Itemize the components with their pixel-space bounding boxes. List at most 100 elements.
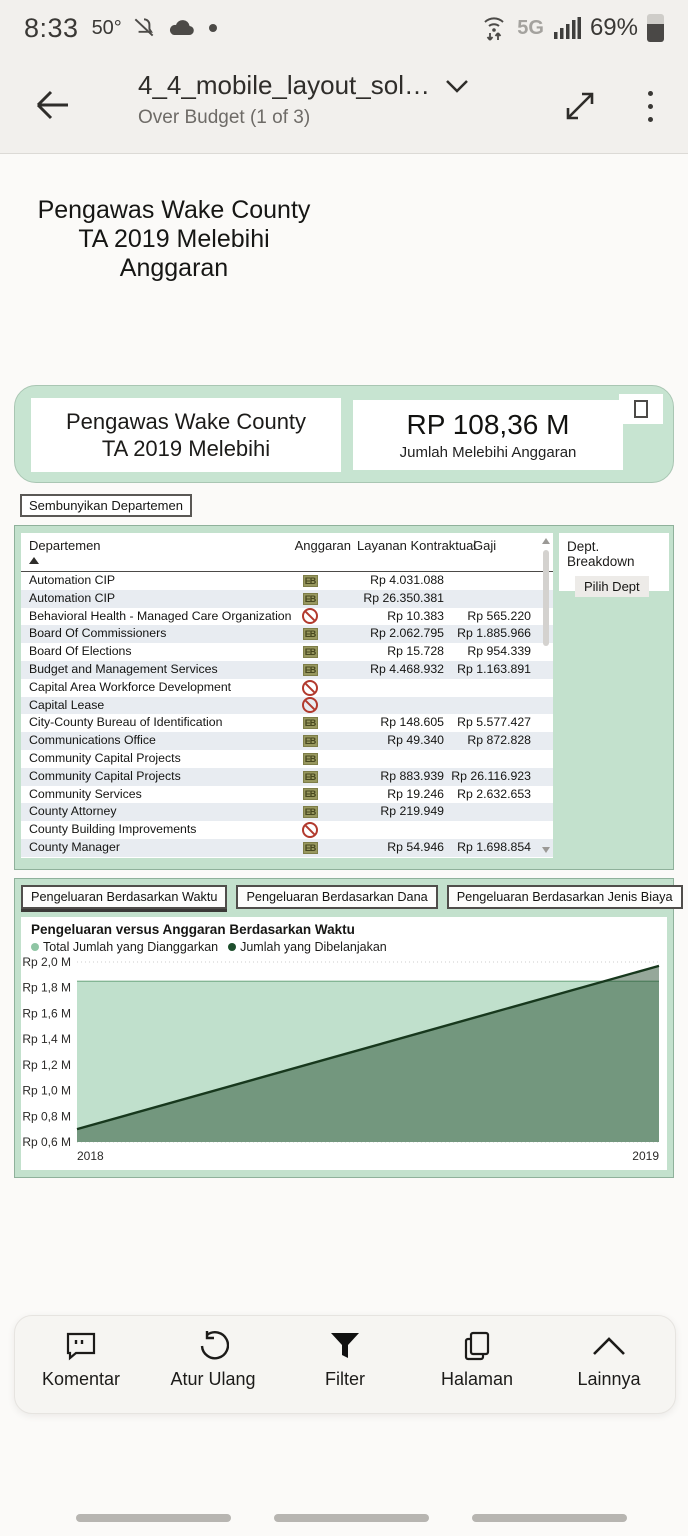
table-row[interactable]: Automation CIP EB Rp 4.031.088 [21,572,553,590]
table-scrollbar[interactable] [541,536,551,855]
comments-button[interactable]: Komentar [15,1316,147,1413]
chevron-down-icon[interactable] [444,77,470,95]
table-row[interactable]: Community Services EB Rp 19.246 Rp 2.632.65… [21,786,553,804]
document-title[interactable]: 4_4_mobile_layout_sol… [138,70,430,100]
card-corner-button[interactable] [619,394,663,424]
svg-text:Rp 0,6 M: Rp 0,6 M [22,1135,71,1149]
area-chart[interactable]: Pengeluaran versus Anggaran Berdasarkan … [21,917,667,1170]
no-entry-icon [302,608,318,625]
contract-services-value: Rp 148.605 [380,715,444,730]
department-name: Communications Office [29,733,156,748]
table-header[interactable]: Departemen Anggaran Layanan Kontraktual … [21,533,553,572]
department-name: Capital Lease [29,697,105,712]
pilih-dept-button[interactable]: Pilih Dept [575,576,649,597]
gesture-bar[interactable] [274,1514,429,1522]
department-name: Community Capital Projects [29,768,181,783]
filter-button[interactable]: Filter [279,1316,411,1413]
table-row[interactable]: Board Of Elections EB Rp 15.728 Rp 954.339 [21,643,553,661]
navigation-gesture-bars [76,1514,627,1522]
temperature: 50° [91,16,122,39]
scroll-down-icon[interactable] [542,847,550,853]
budget-kpi-icon: EB [302,841,318,854]
table-row[interactable]: Capital Area Workforce Development [21,679,553,697]
reset-icon [197,1329,229,1363]
column-header-departemen[interactable]: Departemen [29,538,101,553]
chart-legend: Total Jumlah yang Dianggarkan Jumlah yan… [21,937,667,954]
clock: 8:33 [24,12,79,43]
app-header: 4_4_mobile_layout_sol… Over Budget (1 of… [0,56,688,154]
svg-text:Rp 1,6 M: Rp 1,6 M [22,1006,71,1020]
contract-services-value: Rp 19.246 [387,786,444,801]
salary-value: Rp 1.885.966 [457,626,531,641]
chart-tabs: Pengeluaran Berdasarkan Waktu Pengeluara… [21,885,683,909]
no-entry-icon [302,822,318,839]
table-row[interactable]: County Attorney EB Rp 219.949 [21,803,553,822]
contract-services-value: Rp 883.939 [380,768,444,783]
scrollbar-thumb[interactable] [543,550,549,646]
department-name: City-County Bureau of Identification [29,715,223,730]
budget-kpi-icon: EB [302,788,318,801]
document-title-block[interactable]: 4_4_mobile_layout_sol… Over Budget (1 of… [138,70,470,129]
table-row[interactable]: Capital Lease [21,696,553,715]
department-name: Automation CIP [29,590,116,605]
back-button[interactable] [32,88,72,122]
notification-dot-icon [208,24,217,32]
table-row[interactable]: City-County Bureau of Identification EB Rp… [21,714,553,732]
budget-kpi-icon: EB [302,592,318,605]
salary-value: Rp 1.163.891 [457,661,531,676]
budget-kpi-icon: EB [302,628,318,641]
more-button[interactable]: Lainnya [543,1316,675,1413]
gesture-bar[interactable] [472,1514,627,1522]
contract-services-value: Rp 26.350.381 [363,590,444,605]
contract-services-value: Rp 54.946 [387,839,444,854]
table-row[interactable]: Automation CIP EB Rp 26.350.381 [21,589,553,608]
table-row[interactable]: County Building Improvements [21,821,553,839]
gesture-bar[interactable] [76,1514,231,1522]
kpi-value: RP 108,36 M [406,409,570,440]
tab-pengeluaran-waktu[interactable]: Pengeluaran Berdasarkan Waktu [21,885,228,909]
budget-status-cell: EB [289,803,331,821]
pages-button[interactable]: Halaman [411,1316,543,1413]
contract-services-value: Rp 15.728 [387,644,444,659]
overflow-menu-button[interactable] [638,84,662,128]
department-name: Capital Area Workforce Development [29,679,232,694]
page-indicator: Over Budget (1 of 3) [138,107,311,128]
svg-text:Rp 1,2 M: Rp 1,2 M [22,1058,71,1072]
battery-percent: 69% [589,14,638,41]
comment-icon [65,1329,97,1363]
column-header-layanan-kontraktual[interactable]: Layanan Kontraktual [357,538,477,553]
tab-pengeluaran-jenis-biaya[interactable]: Pengeluaran Berdasarkan Jenis Biaya [446,885,683,909]
sort-ascending-icon [29,557,39,564]
table-row[interactable]: Communications Office EB Rp 49.340 Rp 872.8… [21,732,553,750]
department-name: Community Services [29,786,142,801]
chart-plot-area[interactable]: Rp 2,0 M Rp 1,8 M Rp 1,6 M Rp 1,4 M Rp 1,2 M… [21,954,667,1166]
table-row[interactable]: Budget and Management Services EB Rp 4.468… [21,660,553,679]
table-row[interactable]: Behavioral Health - Managed Care Organiz… [21,608,553,626]
svg-text:Rp 2,0 M: Rp 2,0 M [22,955,71,969]
salary-value: Rp 26.116.923 [451,768,531,783]
kpi-value-box: RP 108,36 M Jumlah Melebihi Anggaran [353,400,623,470]
fullscreen-expand-icon[interactable] [560,86,600,126]
placeholder-glyph-icon [634,400,648,418]
column-header-gaji[interactable]: Gaji [473,538,497,553]
table-row[interactable]: Community Capital Projects EB Rp 883.939 Rp… [21,767,553,786]
battery-icon [647,14,664,42]
table-row[interactable]: Community Capital Projects EB [21,750,553,768]
reset-button[interactable]: Atur Ulang [147,1316,279,1413]
hide-departments-button[interactable]: Sembunyikan Departemen [20,494,192,517]
column-header-anggaran[interactable]: Anggaran [294,538,351,553]
department-table[interactable]: Departemen Anggaran Layanan Kontraktual … [21,533,553,858]
salary-value: Rp 872.828 [467,733,531,748]
legend-dot-spent [228,943,237,951]
cloud-icon [166,17,196,39]
salary-value: Rp 1.698.854 [457,839,531,854]
table-row[interactable]: County Manager EB Rp 54.946 Rp 1.698.854 [21,838,553,857]
budget-status-cell: EB [289,768,331,786]
budget-status-cell [289,697,331,715]
svg-text:Rp 1,8 M: Rp 1,8 M [22,981,71,995]
network-type: 5G [517,16,544,39]
department-name: Board Of Commissioners [29,626,167,641]
table-row[interactable]: Board Of Commissioners EB Rp 2.062.795 Rp 1… [21,625,553,644]
scroll-up-icon[interactable] [542,538,550,544]
tab-pengeluaran-dana[interactable]: Pengeluaran Berdasarkan Dana [236,885,438,909]
